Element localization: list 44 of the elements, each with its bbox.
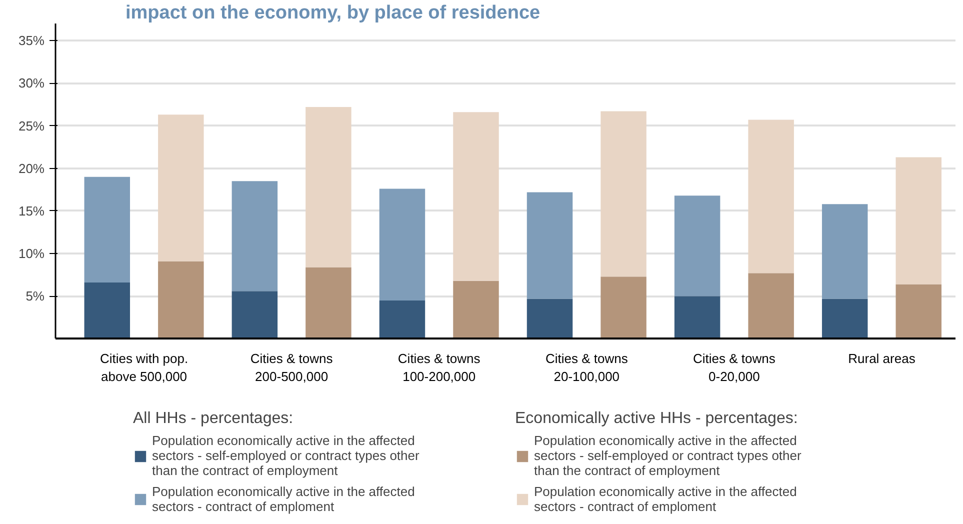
- bar: [600, 276, 646, 339]
- y-tick-label: 10%: [18, 246, 45, 262]
- bar: [232, 181, 278, 292]
- x-tick-label: Cities & towns 200-500,000: [250, 350, 334, 384]
- bar: [896, 284, 942, 339]
- y-tick-label: 5%: [26, 288, 45, 304]
- y-tick-label: 15%: [18, 203, 45, 218]
- x-tick-label: Cities & towns 100-200,000: [398, 350, 481, 384]
- bar: [822, 204, 868, 299]
- chart-title: impact on the economy, by place of residence: [126, 2, 540, 24]
- legend-label: Population economically active in the affected sectors - contract of emploment: [152, 484, 415, 514]
- bar: [748, 120, 794, 274]
- legend-label: Population economically active in the affected sectors - self-employed or contract types other than the contract of employment: [152, 433, 420, 478]
- x-tick-label: Cities & towns 0-20,000: [693, 350, 776, 384]
- bar: [674, 296, 720, 339]
- x-tick-label: Cities & towns 20-100,000: [545, 350, 628, 384]
- bar: [822, 298, 868, 339]
- bar: [526, 298, 573, 339]
- bar: [379, 300, 426, 339]
- x-tick-label: Cities with pop. above 500,000: [100, 350, 188, 384]
- bar: [748, 273, 794, 339]
- legend-label: Population economically active in the affected sectors - self-employed or contract types other than the contract of employment: [534, 433, 802, 478]
- bar: [896, 157, 942, 284]
- x-tick-label: Rural areas: [848, 350, 916, 366]
- bar: [600, 111, 646, 277]
- y-tick-label: 30%: [18, 76, 45, 91]
- bar: [674, 196, 720, 296]
- bar: [232, 291, 278, 339]
- text: All HHs - percentages:: [133, 410, 294, 428]
- bar: [379, 188, 426, 300]
- bar: [158, 114, 204, 262]
- bar: [306, 267, 352, 339]
- bar: [158, 261, 204, 339]
- y-tick-label: 35%: [18, 33, 45, 48]
- y-tick-label: 25%: [18, 118, 45, 134]
- y-tick-label: 20%: [18, 160, 45, 176]
- text: Economically active HHs - percentages:: [515, 410, 799, 428]
- legend-label: Population economically active in the affected sectors - contract of emploment: [534, 484, 797, 514]
- bar: [453, 280, 499, 339]
- bar: [84, 176, 130, 283]
- bar: [84, 282, 130, 339]
- bar: [526, 192, 573, 299]
- bar: [453, 112, 499, 281]
- bar: [306, 107, 352, 268]
